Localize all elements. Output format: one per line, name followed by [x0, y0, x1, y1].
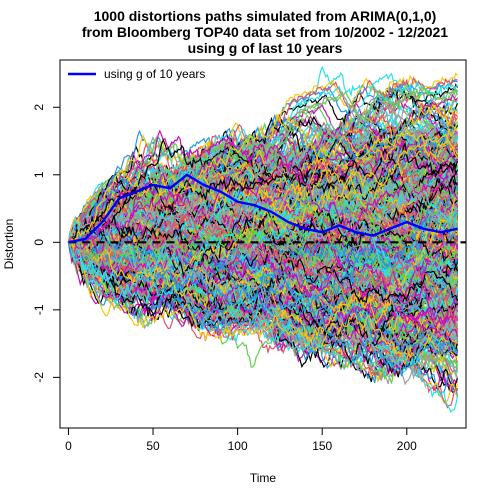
y-tick-label: 0	[32, 239, 46, 246]
chart-title-line-1: 1000 distortions paths simulated from AR…	[94, 8, 437, 24]
simulated-path	[68, 85, 459, 255]
simulated-path	[68, 229, 458, 377]
simulated-path	[67, 113, 458, 251]
simulated-path	[67, 241, 459, 414]
legend: using g of 10 years	[68, 67, 205, 81]
simulated-path	[68, 176, 459, 248]
chart-title-line-2: from Bloomberg TOP40 data set from 10/20…	[82, 24, 448, 40]
y-axis-label: Distortion	[2, 219, 16, 270]
x-tick-label: 150	[312, 439, 332, 453]
simulated-path	[68, 241, 458, 365]
y-tick-label: -2	[32, 372, 46, 383]
simulated-path	[67, 184, 458, 304]
simulated-path	[68, 209, 459, 278]
chart-title-line-3: using g of last 10 years	[188, 40, 343, 56]
y-tick-label: -1	[32, 304, 46, 315]
x-tick-label: 0	[65, 439, 72, 453]
y-tick-label: 1	[32, 171, 46, 178]
simulated-path	[67, 180, 459, 276]
simulated-path	[67, 238, 458, 319]
simulated-path	[67, 132, 459, 297]
series-line-10-year-g	[68, 173, 458, 244]
x-tick-label: 200	[397, 439, 417, 453]
simulated-path	[68, 112, 459, 250]
x-tick-label: 50	[146, 439, 160, 453]
simulated-path	[68, 140, 459, 251]
simulated-path	[67, 212, 458, 302]
chart-title: 1000 distortions paths simulated from AR…	[82, 8, 448, 56]
x-axis: 0 50 100 150 200	[65, 427, 417, 453]
simulated-path	[68, 188, 458, 319]
x-tick-label: 100	[228, 439, 248, 453]
y-axis: -2 -1 0 1 2	[32, 104, 61, 383]
legend-label-10-year-g: using g of 10 years	[104, 67, 205, 81]
y-tick-label: 2	[32, 104, 46, 111]
x-axis-label: Time	[250, 471, 277, 485]
simulated-paths	[67, 65, 459, 414]
